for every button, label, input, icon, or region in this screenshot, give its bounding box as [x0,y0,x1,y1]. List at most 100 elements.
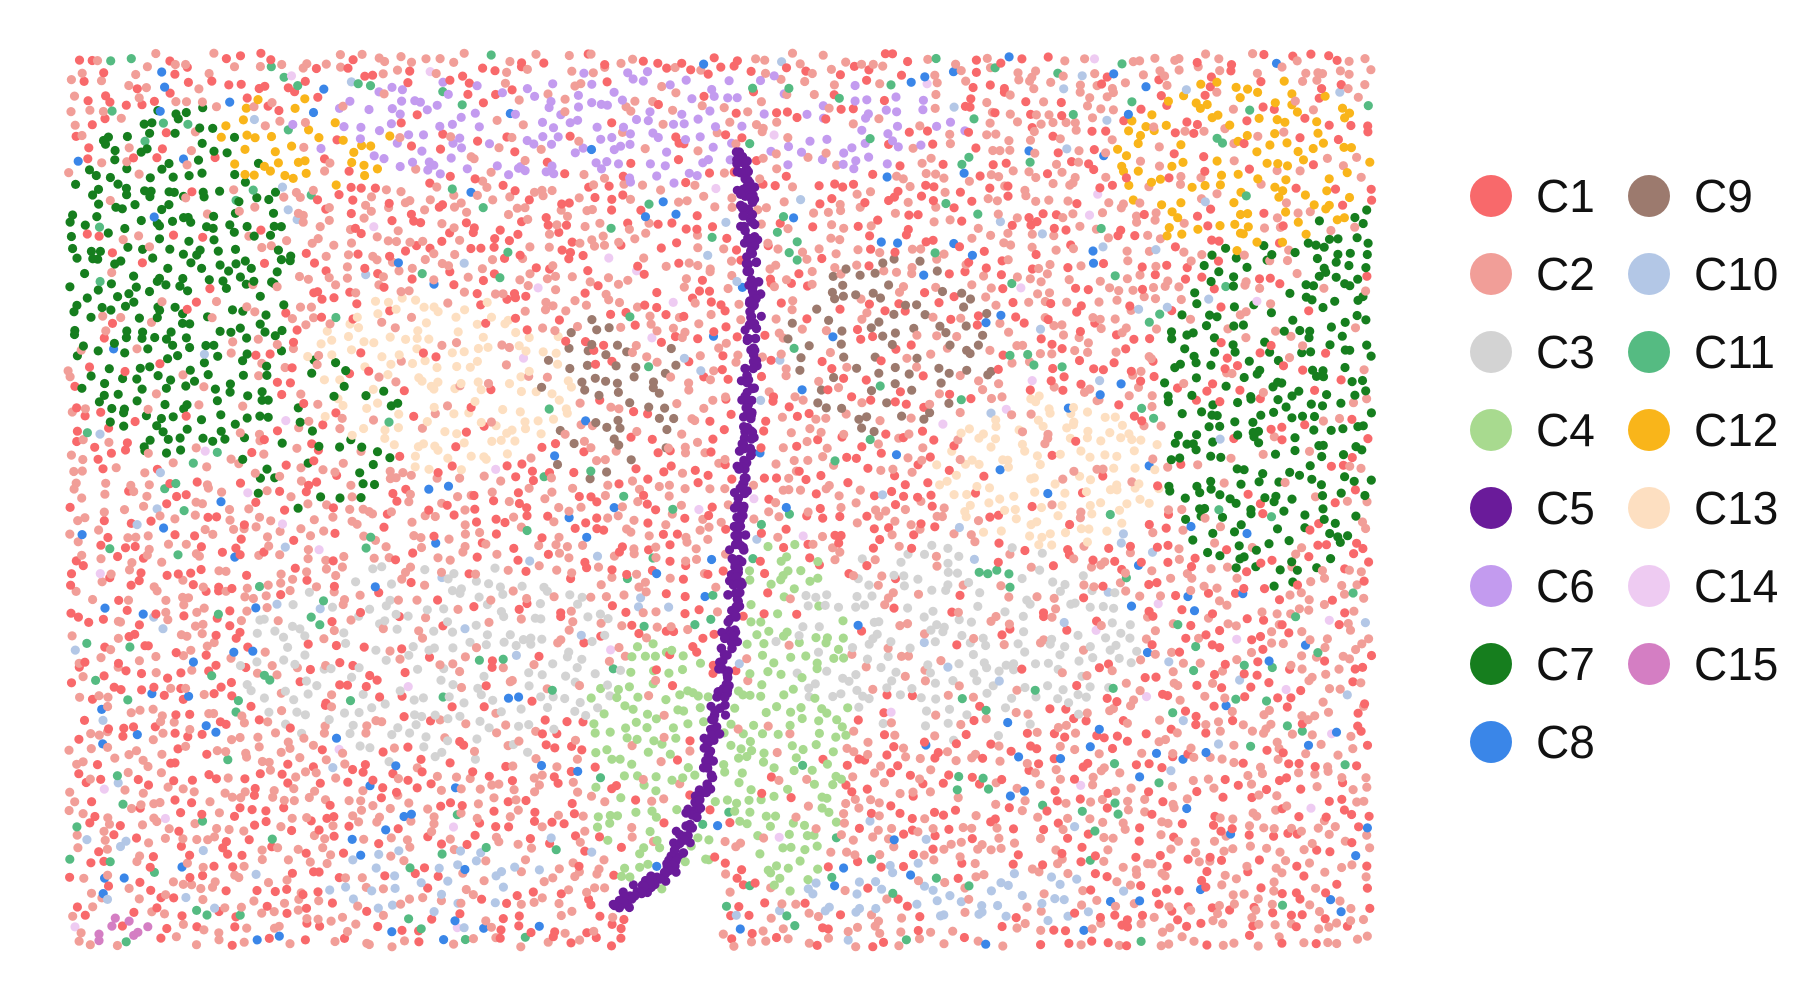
cell-point-c4 [671,734,680,743]
cell-point-c4 [704,835,713,844]
cell-point-c11 [65,855,74,864]
cell-point-c2 [588,205,597,214]
cell-point-c2 [1074,146,1083,155]
cell-point-c2 [519,120,528,129]
cell-point-c11 [113,771,122,780]
cell-point-c6 [882,106,891,115]
cell-point-c4 [669,723,678,732]
cell-point-c2 [79,672,88,681]
cell-point-c2 [802,775,811,784]
cell-point-c2 [899,282,908,291]
cell-point-c1 [1088,556,1097,565]
cell-point-c2 [755,174,764,183]
cell-point-c1 [997,630,1006,639]
cell-point-c2 [681,533,690,542]
cell-point-c2 [940,503,949,512]
cell-point-c1 [339,849,348,858]
cell-point-c9 [867,386,876,395]
cell-point-c1 [120,367,129,376]
cell-point-c7 [100,391,109,400]
cell-point-c1 [590,193,599,202]
cell-point-c2 [1056,742,1065,751]
cell-point-c2 [736,839,745,848]
cell-point-c2 [916,754,925,763]
cell-point-c2 [691,298,700,307]
cell-point-c9 [982,309,991,318]
cell-point-c2 [889,588,898,597]
cell-point-c2 [101,836,110,845]
cell-point-c1 [944,825,953,834]
cell-point-c13 [390,440,399,449]
cell-point-c1 [607,118,616,127]
cell-point-c2 [836,503,845,512]
cell-point-c1 [100,516,109,525]
cell-point-c2 [986,119,995,128]
cell-point-c4 [633,693,642,702]
cell-point-c2 [1006,90,1015,99]
cell-point-c7 [230,170,239,179]
cell-point-c1 [379,523,388,532]
cell-point-c2 [665,481,674,490]
cell-point-c2 [1036,780,1045,789]
cell-point-c1 [558,246,567,255]
cell-point-c9 [812,305,821,314]
cell-point-c1 [1003,192,1012,201]
cell-point-c1 [427,779,436,788]
cell-point-c7 [163,264,172,273]
cell-point-c2 [1070,346,1079,355]
cell-point-c13 [430,302,439,311]
cell-point-c9 [945,369,954,378]
cell-point-c1 [913,493,922,502]
cell-point-c13 [1035,391,1044,400]
cell-point-c3 [281,687,290,696]
cell-point-c2 [683,196,692,205]
cell-point-c9 [813,398,822,407]
cell-point-c1 [816,504,825,513]
cell-point-c1 [122,101,131,110]
cell-point-c3 [431,711,440,720]
cell-point-c2 [1036,926,1045,935]
cell-point-c1 [857,442,866,451]
cell-point-c2 [79,874,88,883]
cell-point-c4 [763,542,772,551]
cell-point-c1 [964,128,973,137]
cell-point-c13 [1069,418,1078,427]
cell-point-c7 [201,341,210,350]
cell-point-c8 [211,728,220,737]
cell-point-c2 [1098,465,1107,474]
cell-point-c11 [487,50,496,59]
cell-point-c2 [693,261,702,270]
cell-point-c1 [838,182,847,191]
cell-point-c1 [286,378,295,387]
cell-point-c3 [410,695,419,704]
cell-point-c2 [685,258,694,267]
cell-point-c2 [1000,640,1009,649]
cell-point-c2 [158,711,167,720]
cell-point-c2 [929,855,938,864]
cell-point-c1 [280,506,289,515]
cell-point-c7 [143,144,152,153]
cell-point-c2 [839,809,848,818]
cell-point-c1 [414,937,423,946]
cell-point-c2 [404,798,413,807]
cell-point-c2 [331,280,340,289]
cell-point-c1 [538,729,547,738]
cell-point-c2 [987,845,996,854]
cell-point-c2 [199,863,208,872]
cell-point-c2 [669,324,678,333]
cell-point-c3 [1026,720,1035,729]
cell-point-c1 [360,643,369,652]
cell-point-c2 [198,620,207,629]
cell-point-c2 [938,512,947,521]
cell-point-c3 [836,689,845,698]
cell-point-c2 [710,202,719,211]
cell-point-c2 [120,785,129,794]
cell-point-c11 [954,772,963,781]
cell-point-c2 [356,591,365,600]
cell-point-c1 [1017,54,1026,63]
cell-point-c2 [1033,813,1042,822]
cell-point-c1 [986,80,995,89]
cell-point-c1 [510,186,519,195]
cell-point-c7 [264,396,273,405]
cell-point-c3 [1060,642,1069,651]
